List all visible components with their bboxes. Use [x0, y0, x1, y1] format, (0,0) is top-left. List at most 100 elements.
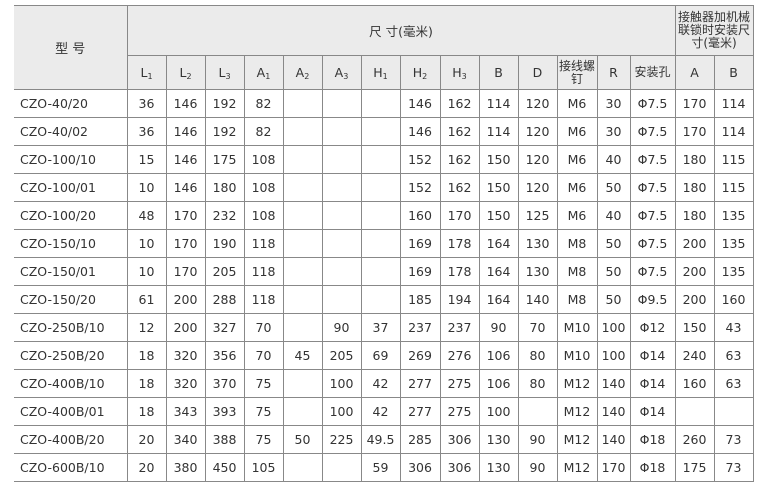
value-cell: [282, 89, 323, 118]
value-cell: [282, 229, 323, 258]
value-cell: Φ14: [629, 341, 676, 370]
table-row: CZO-250B/20 18 320 356 70 45 205 69 269 276 106 80 M…: [14, 341, 754, 370]
value-cell: 50: [282, 425, 323, 454]
value-cell: [713, 397, 754, 426]
value-cell: M10: [556, 313, 598, 342]
column-header-label: R: [609, 65, 618, 80]
value-cell: Φ7.5: [629, 173, 676, 202]
value-cell: [360, 117, 401, 146]
column-header: H2: [399, 55, 441, 90]
dimensions-table: 型 号 尺 寸(毫米) 接触器加机械联锁时安装尺寸(毫米) L1 L2 L3 A1 A2…: [14, 5, 754, 482]
value-cell: 30: [596, 117, 631, 146]
value-cell: M12: [556, 397, 598, 426]
model-cell: CZO-250B/10: [14, 313, 128, 342]
value-cell: 140: [596, 369, 631, 398]
value-cell: 118: [243, 285, 284, 314]
value-cell: 170: [674, 89, 715, 118]
value-cell: 130: [478, 425, 519, 454]
column-header: A1: [243, 55, 284, 90]
value-cell: M8: [556, 229, 598, 258]
value-cell: 162: [439, 145, 480, 174]
value-cell: 120: [517, 117, 558, 146]
value-cell: Φ18: [629, 453, 676, 482]
model-cell: CZO-40/20: [14, 89, 128, 118]
value-cell: M6: [556, 145, 598, 174]
value-cell: [282, 201, 323, 230]
value-cell: 100: [321, 397, 362, 426]
value-cell: 70: [243, 313, 284, 342]
value-cell: [282, 257, 323, 286]
table-row: CZO-100/10 15 146 175 108 152 162 150 120 M6 40 Φ7.…: [14, 145, 754, 174]
value-cell: [517, 397, 558, 426]
value-cell: [282, 285, 323, 314]
value-cell: 164: [478, 229, 519, 258]
value-cell: [321, 173, 362, 202]
model-cell: CZO-400B/20: [14, 425, 128, 454]
value-cell: [321, 201, 362, 230]
value-cell: 152: [399, 173, 441, 202]
value-cell: 146: [165, 89, 206, 118]
column-header-label: L: [218, 64, 226, 80]
interlock-group-header: 接触器加机械联锁时安装尺寸(毫米): [674, 5, 754, 56]
value-cell: 164: [478, 285, 519, 314]
value-cell: Φ7.5: [629, 117, 676, 146]
value-cell: 80: [517, 369, 558, 398]
value-cell: 70: [243, 341, 284, 370]
value-cell: 320: [165, 341, 206, 370]
value-cell: 48: [126, 201, 167, 230]
value-cell: 100: [478, 397, 519, 426]
value-cell: 160: [713, 285, 754, 314]
value-cell: 90: [517, 425, 558, 454]
value-cell: 43: [713, 313, 754, 342]
value-cell: 82: [243, 89, 284, 118]
value-cell: 18: [126, 397, 167, 426]
column-header-label: L: [140, 64, 148, 80]
column-header-label: B: [494, 65, 503, 80]
value-cell: 61: [126, 285, 167, 314]
value-cell: 42: [360, 397, 401, 426]
table-row: CZO-600B/10 20 380 450 105 59 306 306 130 90 M12 17…: [14, 453, 754, 482]
value-cell: 40: [596, 145, 631, 174]
value-cell: 200: [674, 229, 715, 258]
value-cell: 275: [439, 397, 480, 426]
table-row: CZO-150/10 10 170 190 118 169 178 164 130 M8 50 Φ7.…: [14, 229, 754, 258]
value-cell: 90: [517, 453, 558, 482]
column-header-label: D: [532, 65, 543, 80]
value-cell: 269: [399, 341, 441, 370]
column-header-label: A: [334, 64, 344, 80]
column-header-label: H: [373, 64, 383, 80]
value-cell: 130: [478, 453, 519, 482]
value-cell: 36: [126, 117, 167, 146]
value-cell: 50: [596, 285, 631, 314]
value-cell: [360, 257, 401, 286]
value-cell: 150: [478, 201, 519, 230]
value-cell: 288: [204, 285, 245, 314]
value-cell: 106: [478, 369, 519, 398]
value-cell: 75: [243, 397, 284, 426]
value-cell: 306: [399, 453, 441, 482]
value-cell: 140: [596, 397, 631, 426]
value-cell: 42: [360, 369, 401, 398]
column-header: A3: [321, 55, 362, 90]
value-cell: 200: [165, 313, 206, 342]
value-cell: 340: [165, 425, 206, 454]
value-cell: 160: [399, 201, 441, 230]
column-header-subscript: 1: [147, 71, 153, 81]
value-cell: [321, 257, 362, 286]
model-cell: CZO-100/10: [14, 145, 128, 174]
model-cell: CZO-150/20: [14, 285, 128, 314]
value-cell: M12: [556, 369, 598, 398]
value-cell: 152: [399, 145, 441, 174]
value-cell: 164: [478, 257, 519, 286]
value-cell: 185: [399, 285, 441, 314]
column-header: H1: [360, 55, 401, 90]
value-cell: 63: [713, 369, 754, 398]
value-cell: 100: [596, 341, 631, 370]
value-cell: 162: [439, 89, 480, 118]
value-cell: M8: [556, 285, 598, 314]
model-cell: CZO-100/20: [14, 201, 128, 230]
table-row: CZO-100/01 10 146 180 108 152 162 150 120 M6 50 Φ7.…: [14, 173, 754, 202]
value-cell: 285: [399, 425, 441, 454]
value-cell: 108: [243, 201, 284, 230]
value-cell: 50: [596, 229, 631, 258]
